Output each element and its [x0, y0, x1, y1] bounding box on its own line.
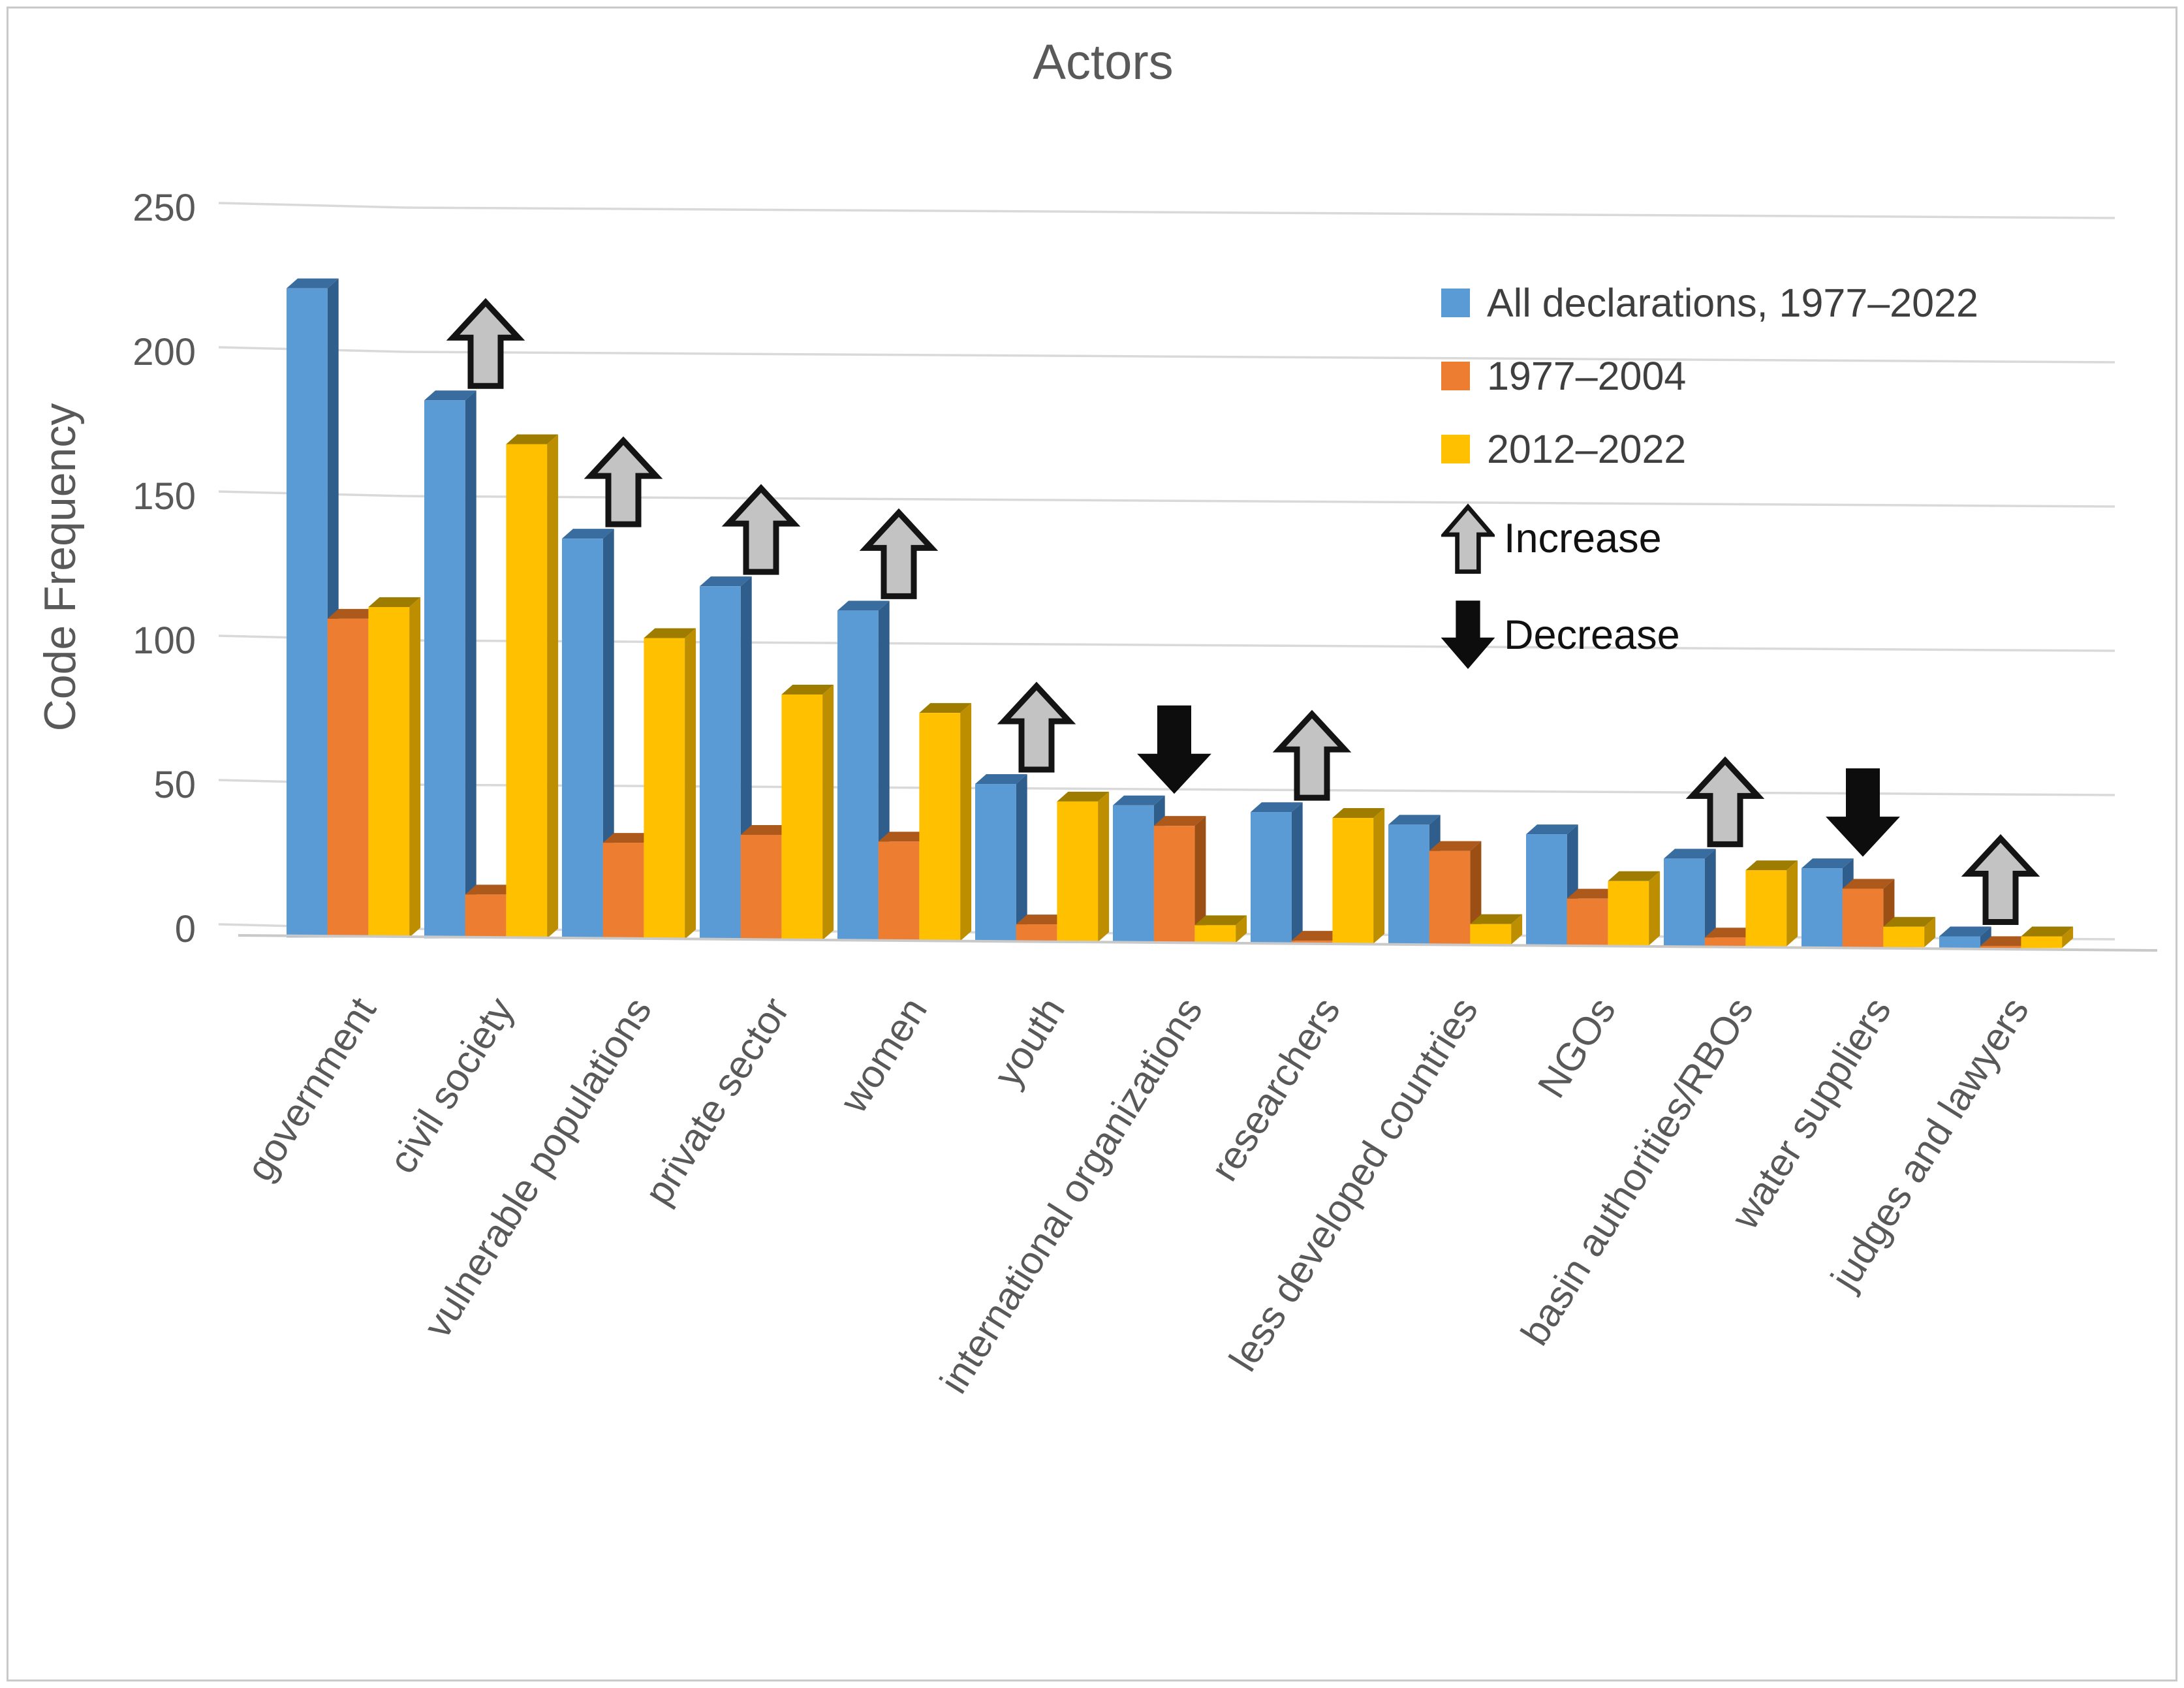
gridline-200 [218, 346, 2115, 364]
category-label-women: women [831, 990, 935, 1120]
bar-youth-s0 [975, 774, 1027, 942]
bar-international-organizations-s2 [1194, 915, 1247, 943]
bar-judges-and-lawyers-s2 [2021, 926, 2074, 948]
trend-arrow-up-youth [997, 681, 1076, 773]
bar-basin-authorities-rbos-s0 [1664, 849, 1716, 946]
bar-women-s2 [919, 703, 972, 941]
legend-item-all-declarations: All declarations, 1977–2022 [1441, 266, 1978, 339]
category-label-researchers: researchers [1202, 990, 1349, 1188]
increase-arrow-icon [1441, 503, 1495, 574]
category-label-government: government [238, 990, 384, 1188]
legend-item-2012-2022: 2012–2022 [1441, 413, 1978, 486]
bar-private-sector-s2 [781, 684, 834, 941]
floor-front-edge [238, 934, 2158, 952]
bar-civil-society-s0 [424, 390, 476, 939]
bar-youth-s2 [1057, 791, 1110, 942]
trend-arrow-up-women [859, 508, 939, 599]
trend-arrow-up-researchers [1272, 710, 1352, 801]
arrow-legend-increase: Increase [1441, 495, 1978, 582]
trend-arrow-up-private-sector [721, 484, 801, 575]
category-label-less-developed-countries: less developed countries [1221, 990, 1486, 1379]
trend-arrow-up-vulnerable-populations [584, 436, 663, 527]
chart-title: Actors [1033, 35, 1174, 90]
bar-researchers-s2 [1332, 808, 1385, 944]
bar-ngos-s2 [1608, 871, 1661, 946]
legend-label-1977-2004: 1977–2004 [1487, 354, 1687, 398]
gridline-250 [218, 202, 2115, 219]
trend-arrow-down-water-suppliers [1826, 768, 1900, 857]
category-label-ngos: NGOs [1529, 990, 1624, 1105]
y-tick-150: 150 [133, 475, 196, 518]
trend-arrow-down-international-organizations [1137, 705, 1211, 794]
bar-less-developed-countries-s2 [1470, 914, 1523, 945]
legend-label-2012-2022: 2012–2022 [1487, 427, 1687, 471]
gridline-150 [218, 490, 2115, 508]
legend-swatch-1977-2004 [1441, 362, 1470, 390]
bar-researchers-s0 [1251, 802, 1303, 944]
arrow-legend-decrease: Decrease [1441, 591, 1978, 679]
legend-item-1977-2004: 1977–2004 [1441, 339, 1978, 413]
trend-arrow-up-judges-and-lawyers [1961, 834, 2040, 925]
bar-international-organizations-s1 [1153, 816, 1206, 943]
bar-government-s0 [287, 278, 339, 938]
category-label-private-sector: private sector [636, 990, 798, 1212]
y-tick-200: 200 [133, 331, 196, 373]
bar-judges-and-lawyers-s0 [1939, 926, 1991, 948]
y-tick-250: 250 [133, 187, 196, 229]
legend-swatch-2012-2022 [1441, 435, 1470, 463]
category-label-basin-authorities-rbos: basin authorities/RBOs [1512, 990, 1762, 1352]
trend-arrow-up-civil-society [446, 298, 525, 389]
trend-arrow-up-basin-authorities-rbos [1685, 756, 1765, 847]
y-tick-100: 100 [133, 619, 196, 662]
category-label-international-organizations: international organizations [931, 990, 1211, 1401]
category-label-youth: youth [985, 990, 1073, 1094]
increase-label: Increase [1504, 516, 1662, 561]
bar-civil-society-s2 [506, 434, 559, 939]
y-tick-50: 50 [153, 764, 196, 806]
bar-government-s2 [368, 597, 421, 938]
legend: All declarations, 1977–2022 1977–2004 20… [1441, 266, 1978, 679]
bar-water-suppliers-s2 [1883, 916, 1936, 948]
y-axis-label: Code Frequency [35, 403, 85, 732]
decrease-arrow-icon [1441, 601, 1495, 669]
bar-basin-authorities-rbos-s2 [1745, 860, 1798, 946]
legend-swatch-all-declarations [1441, 289, 1470, 317]
bar-vulnerable-populations-s2 [644, 628, 696, 939]
bar-private-sector-s0 [700, 576, 752, 941]
bar-less-developed-countries-s1 [1429, 841, 1482, 945]
legend-label-all-declarations: All declarations, 1977–2022 [1487, 281, 1978, 325]
y-tick-0: 0 [175, 908, 196, 950]
decrease-label: Decrease [1504, 612, 1680, 658]
category-label-civil-society: civil society [380, 990, 522, 1181]
